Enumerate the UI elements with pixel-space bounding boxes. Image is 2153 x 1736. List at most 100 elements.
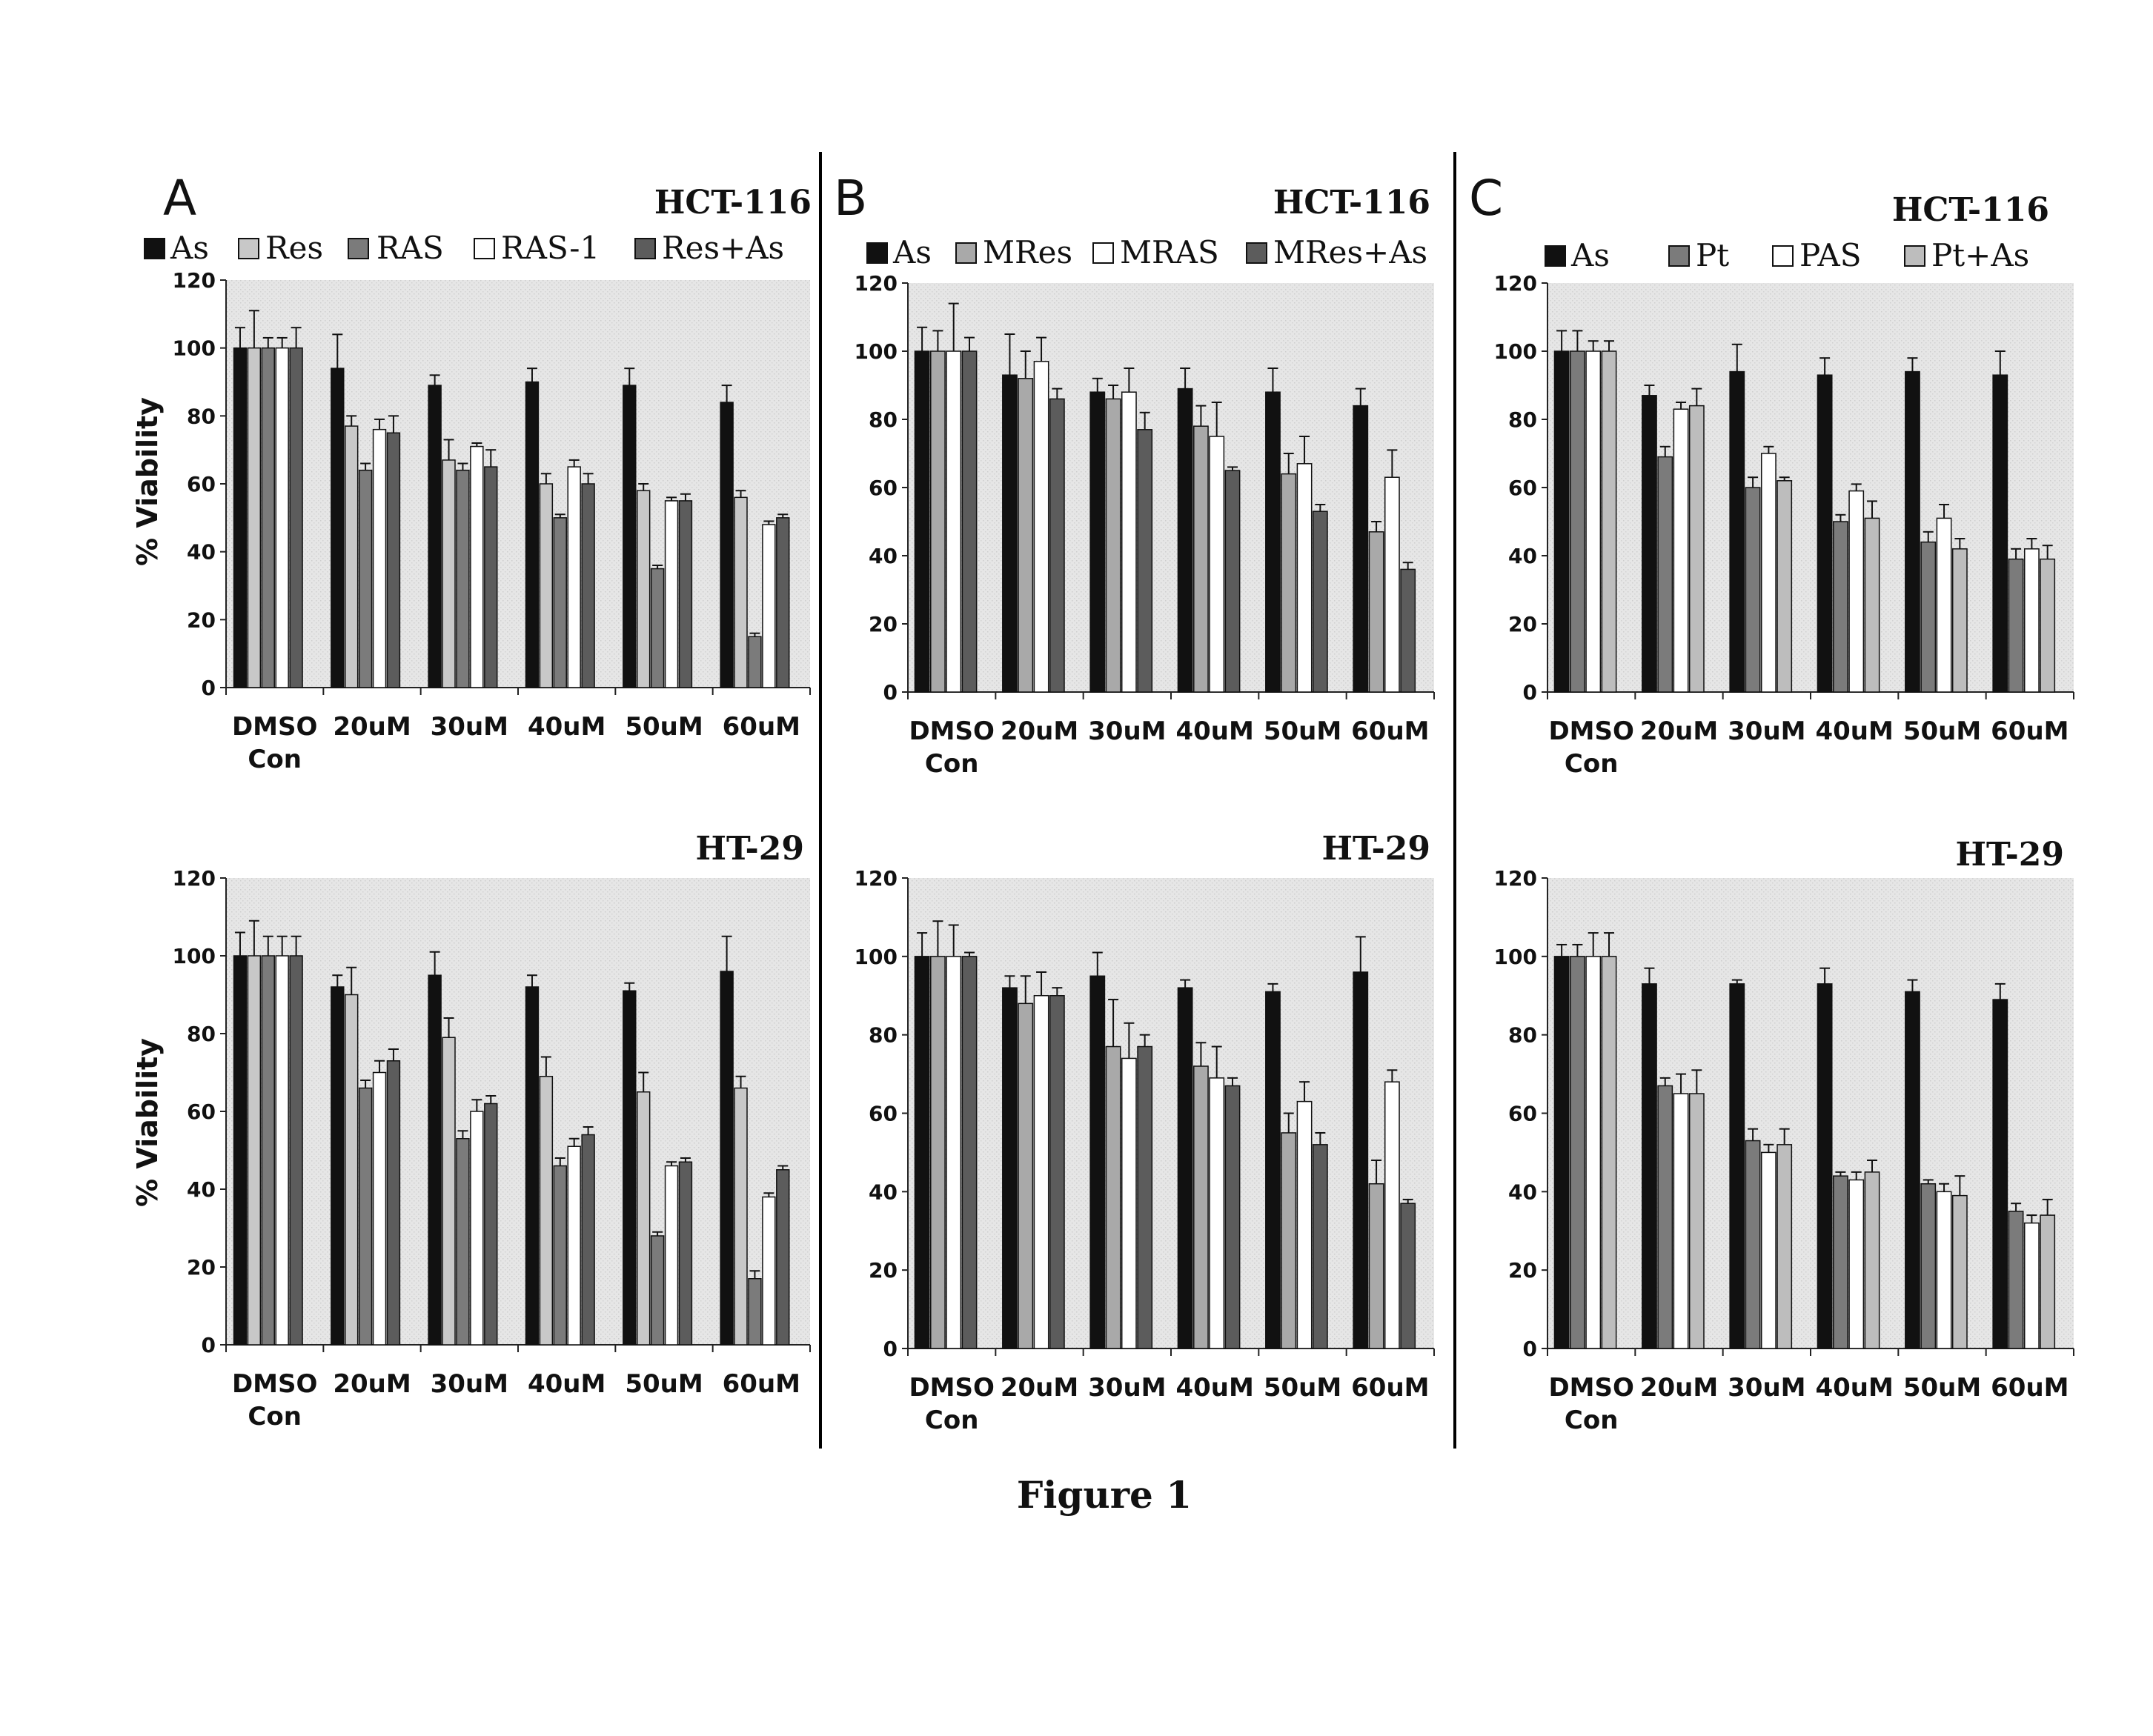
bar-mres-as — [1401, 569, 1415, 692]
x-tick-label: 50uM — [625, 1369, 703, 1399]
x-tick-label: DMSOCon — [909, 716, 994, 779]
legend-label: As — [170, 230, 209, 266]
bar-res — [540, 484, 552, 688]
y-tick-label: 80 — [187, 1022, 216, 1046]
bar-ras — [457, 1139, 469, 1345]
y-tick-label: 60 — [187, 1100, 216, 1124]
y-tick-label: 0 — [883, 680, 898, 705]
legend-a: As Res RAS RAS-1 Res+As — [145, 230, 784, 266]
bar-as — [1266, 991, 1280, 1348]
bar-mras — [1297, 1102, 1311, 1348]
bar-mres-as — [1225, 1085, 1239, 1348]
bar-as — [1178, 988, 1192, 1348]
legend-label: Pt+As — [1931, 237, 2029, 273]
legend-swatch-ras — [348, 239, 368, 259]
bar-as — [1003, 375, 1017, 692]
x-tick-label: 30uM — [1088, 1373, 1166, 1403]
x-tick-label: 30uM — [1088, 716, 1166, 746]
chart-title: HCT-116 — [1273, 184, 1430, 222]
y-tick-label: 80 — [1508, 408, 1537, 432]
bar-res — [248, 956, 260, 1345]
bar-res-as — [290, 956, 302, 1345]
bar-res-as — [485, 467, 497, 688]
y-tick-label: 100 — [855, 339, 898, 364]
bar-pas — [1849, 491, 1863, 692]
x-tick-label: 30uM — [431, 1369, 508, 1399]
x-tick-label: 30uM — [1728, 1373, 1805, 1403]
bar-mras — [1034, 362, 1048, 692]
bar-pt — [1658, 1085, 1672, 1348]
legend-label: MRAS — [1120, 234, 1219, 270]
bar-ras-1 — [666, 1166, 678, 1346]
bar-mres-as — [962, 957, 976, 1348]
y-tick-label: 120 — [855, 271, 898, 296]
chart-hct116-b: 020406080100120DMSOCon20uM30uM40uM50uM60… — [855, 271, 1434, 779]
bar-mras — [1385, 1082, 1399, 1348]
y-tick-label: 60 — [869, 1102, 898, 1126]
bar-mres-as — [1313, 1145, 1327, 1348]
bar-pt — [2008, 559, 2023, 692]
y-tick-label: 100 — [1494, 339, 1537, 364]
bar-ras — [359, 1088, 372, 1346]
bar-mres-as — [1138, 430, 1152, 692]
bar-ras — [651, 569, 664, 688]
bar-mras — [1297, 464, 1311, 692]
bar-res — [734, 1088, 747, 1346]
bar-as — [720, 971, 733, 1345]
x-tick-label: 50uM — [1903, 716, 1981, 746]
y-tick-label: 80 — [869, 1023, 898, 1048]
y-tick-label: 20 — [869, 612, 898, 636]
bar-ras — [359, 470, 372, 688]
bar-as — [1178, 389, 1192, 692]
panel-letter-b: B — [834, 170, 867, 227]
bar-as — [1730, 372, 1744, 692]
chart-title: HCT-116 — [1892, 191, 2049, 229]
bar-ras — [262, 956, 274, 1345]
bar-pas — [2025, 549, 2039, 692]
y-tick-label: 40 — [187, 1177, 216, 1202]
bar-pt — [1570, 957, 1585, 1348]
bar-ras-1 — [666, 501, 678, 688]
bar-pt — [1921, 1184, 1935, 1348]
bar-pt-as — [1953, 1196, 1967, 1348]
legend-swatch-ras-1 — [474, 239, 494, 259]
bar-mres — [931, 957, 945, 1348]
bar-ras-1 — [276, 348, 288, 688]
bar-pt-as — [1777, 1145, 1791, 1348]
bar-as — [720, 402, 733, 688]
bar-mras — [1034, 996, 1048, 1348]
bar-as — [1730, 984, 1744, 1348]
bar-mras — [1210, 436, 1224, 692]
bar-ras-1 — [374, 430, 386, 688]
bar-res — [442, 460, 455, 688]
legend-swatch-mras — [1093, 243, 1113, 263]
legend-swatch-res — [239, 239, 259, 259]
legend-label: MRes+As — [1273, 234, 1427, 270]
legend-label: As — [892, 234, 932, 270]
bar-as — [1554, 351, 1568, 692]
bar-as — [1353, 406, 1367, 692]
bar-pas — [1849, 1180, 1863, 1348]
bar-pt-as — [2040, 1215, 2054, 1348]
bar-mres-as — [1050, 399, 1064, 692]
legend-label: RAS-1 — [501, 230, 600, 266]
bar-as — [234, 956, 247, 1345]
bar-as — [915, 957, 929, 1348]
bar-as — [1266, 392, 1280, 692]
bar-res — [637, 1092, 650, 1345]
y-tick-label: 0 — [1523, 680, 1537, 705]
x-tick-label: 50uM — [625, 712, 703, 742]
bar-as — [1817, 375, 1831, 692]
x-tick-label: DMSOCon — [232, 712, 317, 774]
bar-mres — [1106, 399, 1120, 692]
bar-mres-as — [1313, 511, 1327, 692]
bar-ras — [457, 470, 469, 688]
bar-res-as — [679, 1162, 691, 1345]
legend-swatch-as — [145, 239, 165, 259]
bar-pt-as — [1602, 351, 1616, 692]
y-tick-label: 100 — [173, 944, 216, 968]
y-tick-label: 120 — [1494, 271, 1537, 296]
bar-as — [623, 991, 636, 1345]
x-tick-label: 60uM — [1991, 716, 2069, 746]
legend-label: Pt — [1696, 237, 1729, 273]
